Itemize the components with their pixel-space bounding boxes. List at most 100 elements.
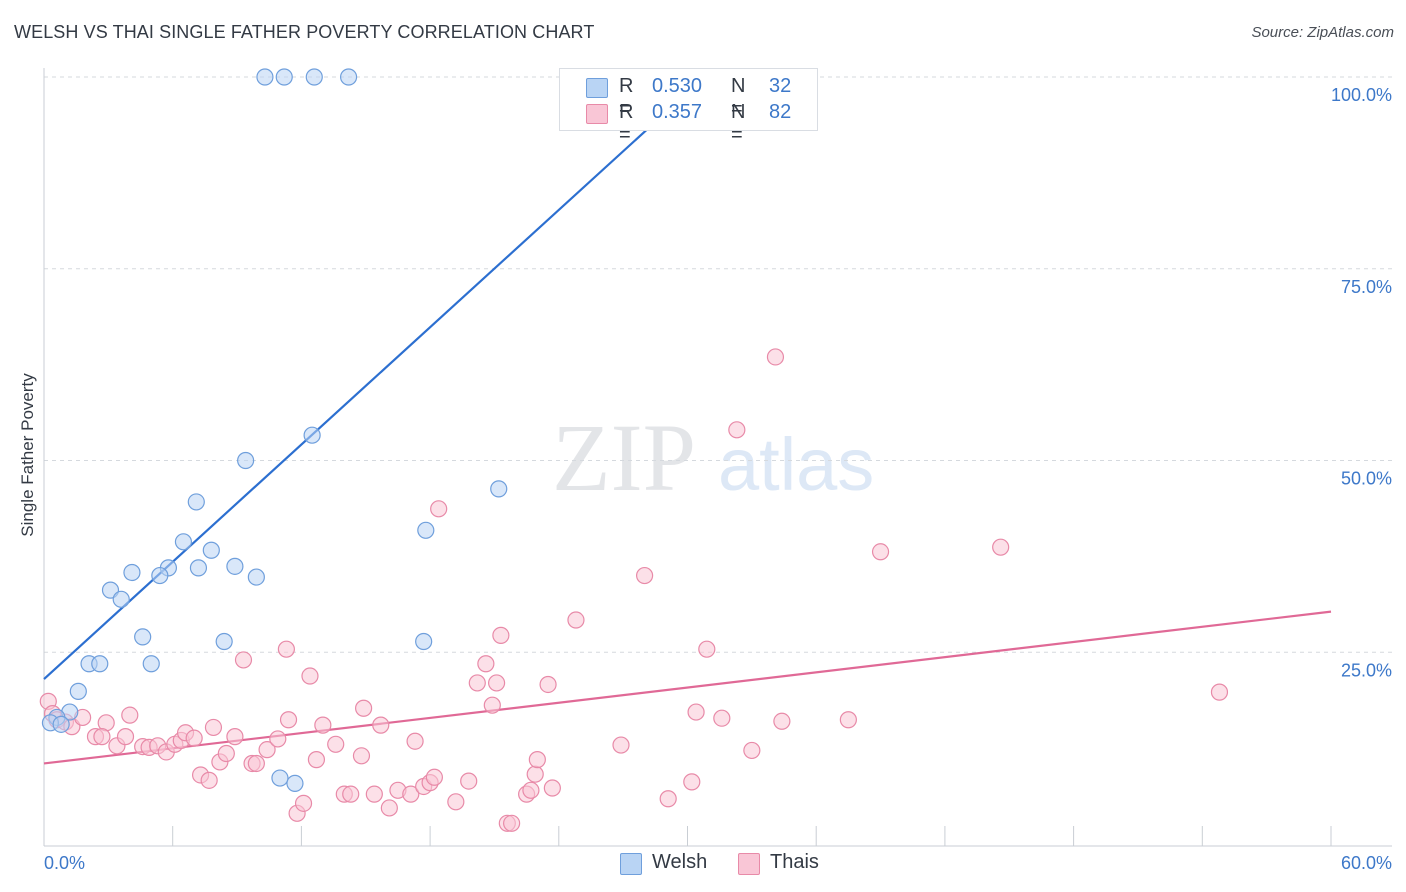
thais-point — [1210, 683, 1229, 701]
chart-title: WELSH VS THAI SINGLE FATHER POVERTY CORR… — [14, 22, 595, 42]
welsh-point — [339, 68, 358, 86]
thais-point — [612, 736, 630, 754]
legend-n-key: N = — [731, 75, 746, 120]
legend-n-value: 82 — [769, 101, 792, 123]
thais-point — [430, 500, 448, 518]
welsh-point — [247, 568, 265, 586]
thais-point — [687, 703, 705, 721]
x-tick-label-min: 0.0% — [44, 853, 85, 873]
thais-point — [116, 728, 135, 746]
thais-legend-label: Thais — [770, 851, 819, 873]
thais-point — [567, 611, 585, 629]
thais-point — [279, 711, 298, 729]
watermark-atlas: atlas — [718, 423, 874, 506]
thais-point — [352, 747, 371, 765]
thais-point — [380, 799, 398, 817]
thais-point — [200, 771, 218, 789]
thais-point — [93, 728, 111, 746]
welsh-point — [52, 715, 70, 733]
welsh-point — [91, 655, 109, 673]
thais-point — [743, 741, 761, 760]
welsh-point — [275, 68, 293, 86]
source-label: Source: ZipAtlas.com — [1251, 24, 1394, 41]
y-tick-label: 25.0% — [1341, 660, 1392, 680]
legend-r-value: 0.530 — [652, 75, 703, 97]
welsh-point — [271, 769, 289, 787]
welsh-legend-label: Welsh — [652, 851, 708, 873]
legend-n-key: N = — [731, 101, 746, 146]
thais-point — [528, 751, 546, 769]
thais-point — [247, 754, 265, 773]
thais-point — [342, 785, 360, 803]
thais-point — [503, 814, 521, 832]
thais-point — [355, 699, 373, 717]
welsh-point — [123, 563, 141, 582]
y-tick-label: 75.0% — [1341, 277, 1392, 297]
welsh-point — [226, 557, 244, 575]
thais-point — [307, 751, 326, 769]
thais-point — [492, 626, 510, 644]
welsh-point — [134, 628, 152, 646]
thais-point — [406, 732, 424, 750]
thais-point — [766, 348, 785, 366]
thais-point — [425, 768, 443, 786]
thais-point — [258, 741, 276, 759]
thais-point — [121, 706, 139, 724]
welsh-point — [187, 493, 205, 511]
welsh-legend-swatch — [620, 853, 642, 875]
thais-point — [269, 730, 287, 748]
gridlines — [44, 76, 1392, 653]
welsh-swatch — [586, 78, 608, 98]
thais-point — [773, 712, 791, 730]
legend-n-value: 32 — [769, 75, 792, 97]
thais-point — [522, 781, 540, 799]
thais-point — [234, 651, 253, 669]
data-points — [39, 68, 1229, 832]
thais-point — [277, 640, 295, 658]
thais-point — [713, 709, 731, 727]
legend-r-key: R = — [619, 75, 634, 120]
welsh-point — [142, 655, 160, 673]
thais-point — [217, 744, 235, 763]
welsh-point — [112, 590, 130, 608]
thais-point — [447, 793, 465, 811]
correlation-legend: R = 0.530 N = 32 R = 0.357 N = 82 — [559, 68, 818, 146]
thais-point — [327, 735, 345, 753]
welsh-point — [490, 480, 508, 498]
welsh-point — [202, 541, 220, 559]
thais-legend-swatch — [738, 853, 760, 875]
watermark-zip: ZIP — [552, 404, 696, 511]
thais-point — [839, 711, 857, 729]
y-tick-label: 100.0% — [1331, 85, 1392, 105]
watermark: ZIP atlas — [552, 404, 874, 511]
thais-trend-line — [43, 610, 1332, 765]
thais-point — [487, 674, 506, 692]
welsh-point — [174, 533, 193, 551]
thais-point — [365, 785, 383, 803]
thais-point — [185, 729, 203, 747]
thais-point — [477, 655, 495, 673]
thais-point — [301, 667, 319, 685]
welsh-point — [417, 521, 435, 539]
welsh-point — [256, 68, 274, 86]
thais-point — [728, 421, 746, 439]
thais-point — [372, 716, 390, 734]
thais-point — [460, 772, 478, 790]
legend-r-key: R = — [619, 101, 634, 146]
thais-point — [683, 773, 701, 791]
thais-point — [543, 779, 561, 797]
welsh-point — [237, 451, 255, 470]
thais-point — [526, 765, 544, 783]
thais-point — [698, 640, 716, 658]
thais-point — [468, 674, 486, 692]
tick-labels: 0.0% 60.0% 25.0% 50.0% 75.0% 100.0% — [44, 85, 1392, 873]
legend-r-value: 0.357 — [652, 101, 703, 123]
thais-point — [402, 785, 420, 803]
welsh-point — [415, 632, 433, 651]
axes — [43, 68, 1392, 847]
thais-point — [871, 543, 890, 561]
thais-swatch — [586, 104, 608, 124]
welsh-point — [151, 566, 169, 585]
welsh-trend-line — [43, 76, 706, 680]
